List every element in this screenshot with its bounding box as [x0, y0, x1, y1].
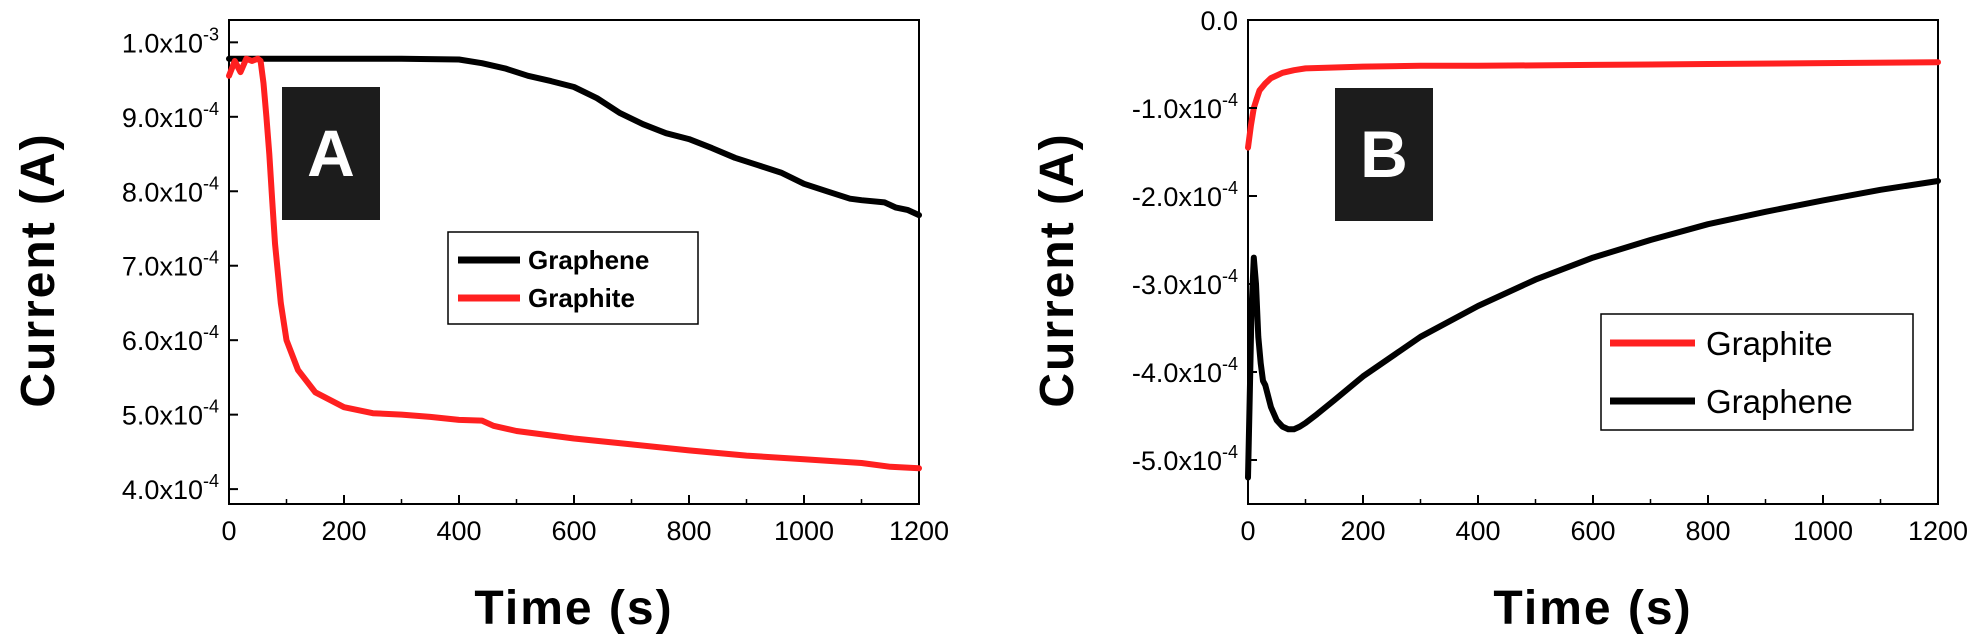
- y-tick-mantissa: 7.0x10: [122, 252, 203, 282]
- x-tick-label: 400: [1455, 516, 1500, 546]
- x-tick-label: 600: [1570, 516, 1615, 546]
- y-tick-exponent: -4: [1222, 442, 1238, 462]
- x-tick-label: 800: [1685, 516, 1730, 546]
- series-line-graphite: [1245, 59, 1941, 151]
- y-tick-label: -4.0x10-4: [1132, 354, 1238, 388]
- x-tick-label: 1200: [889, 516, 949, 546]
- y-tick-mantissa: -2.0x10: [1132, 182, 1222, 212]
- y-tick-label: 9.0x10-4: [122, 99, 219, 133]
- x-axis-title: Time (s): [474, 582, 673, 635]
- y-tick-label: 7.0x10-4: [122, 248, 219, 282]
- y-tick-exponent: -4: [1222, 354, 1238, 374]
- y-tick-mantissa: 6.0x10: [122, 326, 203, 356]
- panel-label: A: [307, 116, 355, 190]
- y-tick-label: -1.0x10-4: [1132, 90, 1238, 124]
- x-tick-label: 1000: [774, 516, 834, 546]
- x-axis-title: Time (s): [1493, 582, 1692, 635]
- x-tick-label: 800: [666, 516, 711, 546]
- x-axis: 0 200 400 600 800 1000 1200: [1240, 495, 1968, 546]
- x-tick-label: 200: [321, 516, 366, 546]
- x-tick-label: 400: [436, 516, 481, 546]
- y-tick-mantissa: -5.0x10: [1132, 446, 1222, 476]
- y-tick-exponent: -4: [203, 248, 219, 268]
- y-axis-title: Current (A): [12, 132, 65, 407]
- y-axis: 1.0x10-39.0x10-48.0x10-47.0x10-46.0x10-4…: [122, 24, 238, 505]
- y-axis-title: Current (A): [1031, 132, 1084, 407]
- y-tick-exponent: -4: [203, 471, 219, 491]
- chart-panel-a: 0 200 400 600 800 1000 12001.0x10-39.0x10-48.0…: [12, 19, 949, 635]
- y-tick-mantissa: 0.0: [1200, 6, 1238, 36]
- y-tick-label: -5.0x10-4: [1132, 442, 1238, 476]
- y-tick-exponent: -3: [203, 24, 219, 44]
- y-tick-exponent: -4: [203, 397, 219, 417]
- y-tick-mantissa: -3.0x10: [1132, 270, 1222, 300]
- legend-label-graphene: Graphene: [528, 245, 649, 275]
- y-tick-exponent: -4: [1222, 90, 1238, 110]
- y-tick-mantissa: -4.0x10: [1132, 358, 1222, 388]
- legend: Graphite Graphene: [1600, 313, 1914, 431]
- panel-label-box: A: [282, 87, 380, 220]
- y-tick-exponent: -4: [203, 322, 219, 342]
- legend-label-graphite: Graphite: [528, 283, 635, 313]
- y-tick-mantissa: 5.0x10: [122, 401, 203, 431]
- panel-label-background: [1335, 88, 1433, 221]
- x-tick-label: 200: [1340, 516, 1385, 546]
- x-tick-label: 1200: [1908, 516, 1968, 546]
- y-tick-label: -3.0x10-4: [1132, 266, 1238, 300]
- legend-label-graphene: Graphene: [1706, 383, 1853, 420]
- y-tick-label: 5.0x10-4: [122, 397, 219, 431]
- x-tick-label: 0: [221, 516, 236, 546]
- y-tick-mantissa: -1.0x10: [1132, 94, 1222, 124]
- chart-panel-b: 0 200 400 600 800 1000 12000.0-1.0x10-4-2.0x10…: [1031, 6, 1968, 635]
- panel-label-background: [282, 87, 380, 220]
- y-tick-exponent: -4: [203, 173, 219, 193]
- legend-label-graphite: Graphite: [1706, 325, 1833, 362]
- x-tick-label: 1000: [1793, 516, 1853, 546]
- panel-label: B: [1360, 117, 1408, 191]
- x-axis: 0 200 400 600 800 1000 1200: [221, 495, 949, 546]
- legend-box: [447, 231, 699, 325]
- y-tick-exponent: -4: [1222, 266, 1238, 286]
- x-tick-label: 600: [551, 516, 596, 546]
- y-tick-exponent: -4: [203, 99, 219, 119]
- y-tick-exponent: -4: [1222, 178, 1238, 198]
- legend: Graphene Graphite: [447, 231, 699, 325]
- y-tick-label: 6.0x10-4: [122, 322, 219, 356]
- series-line-graphite: [226, 55, 922, 472]
- y-axis: 0.0-1.0x10-4-2.0x10-4-3.0x10-4-4.0x10-4-…: [1132, 6, 1257, 476]
- y-tick-mantissa: 1.0x10: [122, 28, 203, 58]
- y-tick-label: 8.0x10-4: [122, 173, 219, 207]
- y-tick-mantissa: 8.0x10: [122, 177, 203, 207]
- x-tick-label: 0: [1240, 516, 1255, 546]
- y-tick-label: 4.0x10-4: [122, 471, 219, 505]
- y-tick-label: 0.0: [1200, 6, 1238, 36]
- series-line-graphene: [1245, 178, 1941, 481]
- panel-label-box: B: [1335, 88, 1433, 221]
- series-line-graphene: [226, 55, 922, 219]
- y-tick-mantissa: 4.0x10: [122, 475, 203, 505]
- legend-box: [1600, 313, 1914, 431]
- y-tick-label: 1.0x10-3: [122, 24, 219, 58]
- y-tick-label: -2.0x10-4: [1132, 178, 1238, 212]
- y-tick-mantissa: 9.0x10: [122, 103, 203, 133]
